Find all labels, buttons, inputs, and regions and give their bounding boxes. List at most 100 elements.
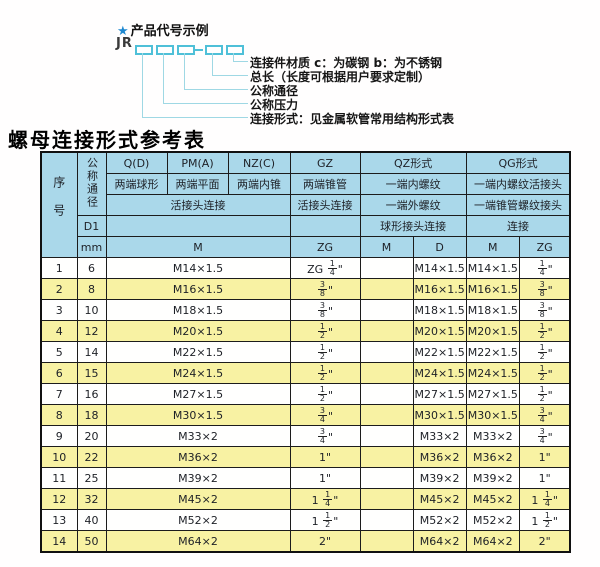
- table-cell: [359, 362, 414, 384]
- table-cell: 1": [518, 467, 571, 489]
- table-cell: M39×2: [412, 467, 467, 489]
- table-cell: 1 1 2 ": [289, 509, 361, 531]
- table-cell: 1 2 ": [518, 341, 571, 363]
- table-cell: 14: [40, 530, 78, 553]
- table-cell: 11: [40, 467, 78, 489]
- connector-line: [233, 61, 248, 62]
- table-cell: 25: [76, 467, 107, 489]
- table-row: 11 25 M39×2 1" M39×2 M39×2 1": [40, 467, 571, 489]
- diagram-title: ★ 产品代号示例: [117, 20, 209, 39]
- table-cell: M22×1.5: [105, 341, 291, 363]
- table-header: 序号 公称通径 Q(D) PM(A) NZ(C) GZ QZ形式 QG形式 两端…: [40, 151, 571, 258]
- table-cell: [359, 299, 414, 321]
- table-row: 7 16 M27×1.5 1 2 " M27×1.5 M27×1.5 1 2 ": [40, 383, 571, 405]
- table-cell: M24×1.5: [105, 362, 291, 384]
- table-row: 3 10 M18×1.5 3 8 " M18×1.5 M18×1.5 3 8 ": [40, 299, 571, 321]
- header-nz-ends: 两端内锥: [227, 173, 291, 195]
- table-row: 13 40 M52×2 1 1 2 " M52×2 M52×2 1 1 2 ": [40, 509, 571, 531]
- table-cell: [359, 488, 414, 510]
- table-cell: 40: [76, 509, 107, 531]
- header-qg: QG形式: [465, 151, 571, 174]
- header-qz-row4: 球形接头连接: [359, 215, 467, 237]
- connector-line: [212, 75, 248, 76]
- table-cell: M39×2: [465, 467, 520, 489]
- connector-line: [163, 53, 164, 103]
- table-row: 6 15 M24×1.5 1 2 " M24×1.5 M24×1.5 1 2 ": [40, 362, 571, 384]
- table-cell: 1": [289, 446, 361, 468]
- table-cell: 6: [76, 257, 107, 279]
- table-cell: 1 2 ": [518, 362, 571, 384]
- table-body: 1 6 M14×1.5 ZG 1 4 " M14×1.5 M14×1.5 1 4 " 2 8 M16×1.…: [40, 257, 571, 553]
- table-cell: 3: [40, 299, 78, 321]
- header-qz-m-unit: M: [359, 236, 414, 258]
- code-box-4: [205, 45, 223, 55]
- table-cell: 16: [76, 383, 107, 405]
- header-empty: [105, 215, 291, 237]
- connector-line: [233, 53, 234, 61]
- table-row: 2 8 M16×1.5 3 8 " M16×1.5 M16×1.5 3 8 ": [40, 278, 571, 300]
- header-empty: [289, 215, 361, 237]
- table-cell: M52×2: [412, 509, 467, 531]
- header-m-unit: M: [105, 236, 291, 258]
- table-cell: M27×1.5: [412, 383, 467, 405]
- code-box-5: [226, 45, 244, 55]
- connector-line: [163, 103, 248, 104]
- header-qz-row2: 一端内螺纹: [359, 173, 467, 195]
- table-cell: M16×1.5: [105, 278, 291, 300]
- table-cell: [359, 383, 414, 405]
- table-cell: 1 2 ": [289, 320, 361, 342]
- table-cell: 3 8 ": [289, 299, 361, 321]
- header-zg-unit: ZG: [289, 236, 361, 258]
- connector-line: [142, 53, 143, 117]
- table-cell: M14×1.5: [412, 257, 467, 279]
- table-cell: 18: [76, 404, 107, 426]
- table-cell: M36×2: [412, 446, 467, 468]
- table-cell: M14×1.5: [105, 257, 291, 279]
- table-cell: [359, 425, 414, 447]
- table-cell: 1 2 ": [289, 341, 361, 363]
- header-qz-row3: 一端外螺纹: [359, 194, 467, 216]
- table-cell: M64×2: [465, 530, 520, 553]
- label-nominal-diameter: 公称通径: [250, 84, 299, 98]
- table-cell: 3 4 ": [518, 425, 571, 447]
- connector-line: [184, 89, 248, 90]
- table-cell: M18×1.5: [412, 299, 467, 321]
- table-cell: 14: [76, 341, 107, 363]
- table-cell: M20×1.5: [105, 320, 291, 342]
- table-row: 4 12 M20×1.5 1 2 " M20×1.5 M20×1.5 1 2 ": [40, 320, 571, 342]
- table-cell: M64×2: [105, 530, 291, 553]
- table-cell: 7: [40, 383, 78, 405]
- table-cell: 3 4 ": [518, 404, 571, 426]
- table-row: 9 20 M33×2 3 4 " M33×2 M33×2 3 4 ": [40, 425, 571, 447]
- table-cell: [359, 341, 414, 363]
- connector-line: [212, 53, 213, 75]
- table-cell: [359, 404, 414, 426]
- table-cell: 1 1 4 ": [289, 488, 361, 510]
- table-cell: M18×1.5: [105, 299, 291, 321]
- table-cell: 4: [40, 320, 78, 342]
- label-connection-form: 连接形式：见金属软管常用结构形式表: [250, 112, 455, 126]
- table-cell: [359, 446, 414, 468]
- table-cell: 1 2 ": [518, 320, 571, 342]
- table-cell: M20×1.5: [412, 320, 467, 342]
- table-cell: [359, 257, 414, 279]
- table-cell: M30×1.5: [105, 404, 291, 426]
- table-cell: M39×2: [105, 467, 291, 489]
- header-qg-row4: 连接: [465, 215, 571, 237]
- table-cell: 1 2 ": [289, 383, 361, 405]
- table-cell: [359, 278, 414, 300]
- connector-line: [142, 117, 248, 118]
- table-cell: [359, 509, 414, 531]
- table-cell: 1 1 2 ": [518, 509, 571, 531]
- table-row: 12 32 M45×2 1 1 4 " M45×2 M45×2 1 1 4 ": [40, 488, 571, 510]
- header-gz-ends: 两端锥管: [289, 173, 361, 195]
- code-box-2: [156, 45, 174, 55]
- table-cell: 3 8 ": [289, 278, 361, 300]
- table-cell: 2: [40, 278, 78, 300]
- connector-line: [184, 53, 185, 89]
- table-cell: 1 4 ": [518, 257, 571, 279]
- header-qz: QZ形式: [359, 151, 467, 174]
- table-cell: M24×1.5: [465, 362, 520, 384]
- table-row: 14 50 M64×2 2" M64×2 M64×2 2": [40, 530, 571, 553]
- table-cell: 3 8 ": [518, 299, 571, 321]
